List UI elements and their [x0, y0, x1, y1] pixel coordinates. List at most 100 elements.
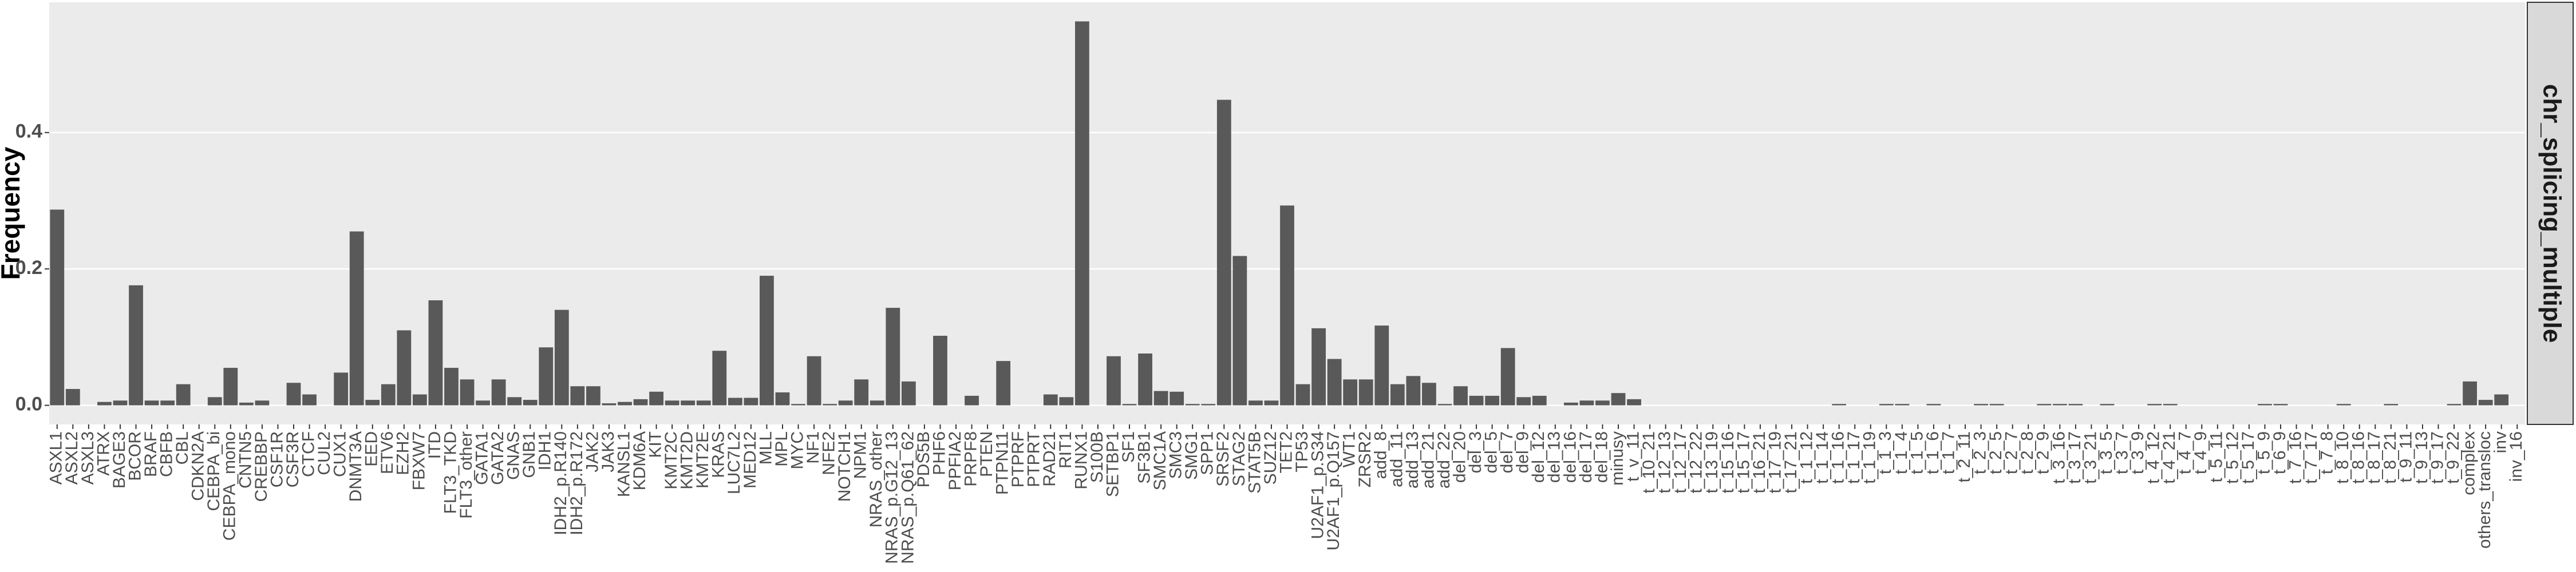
x-tick-label: NRAS_p.Q61_62 — [898, 431, 917, 564]
x-tick-label: JAK2 — [583, 431, 602, 472]
x-tick-label: KMT2E — [693, 431, 712, 488]
bar — [649, 391, 663, 406]
y-tick-label: 0.4 — [15, 121, 42, 142]
bar — [1485, 395, 1500, 406]
bar — [1280, 205, 1294, 406]
bar — [823, 404, 837, 406]
x-tick-label: PTEN — [977, 431, 996, 477]
bar — [854, 379, 869, 406]
x-tick-label: t_1_5 — [1907, 431, 1926, 474]
x-tick-label: CNTN5 — [236, 431, 255, 488]
bar — [2384, 404, 2399, 406]
x-tick-label: CTCF — [299, 431, 318, 477]
x-tick-label: TP53 — [1293, 431, 1311, 472]
x-tick-label: SF1 — [1119, 431, 1138, 463]
x-tick-label: t_1_16 — [1829, 431, 1848, 484]
x-tick-label: t_5_12 — [2223, 431, 2242, 484]
x-tick-label: t_7_17 — [2302, 431, 2321, 484]
x-tick-label: GATA1 — [472, 431, 491, 485]
x-tick-label: IDH2_p.R172 — [567, 431, 586, 535]
x-tick-label: del_16 — [1560, 431, 1579, 483]
x-tick-label: FBXW7 — [409, 431, 428, 490]
x-tick-label: RUNX1 — [1072, 431, 1091, 490]
x-tick-label: IDH2_p.R140 — [551, 431, 570, 535]
bar — [507, 397, 522, 406]
bar — [302, 394, 317, 406]
x-tick-label: ATRX — [94, 431, 113, 476]
x-tick-label: CUX1 — [331, 431, 350, 477]
bar — [349, 231, 364, 406]
x-tick-label: NRAS_p.G12_13 — [883, 431, 902, 564]
x-tick-label: ETV6 — [378, 431, 397, 474]
x-tick-label: NF1 — [804, 431, 823, 464]
x-tick-label: CBL — [173, 431, 192, 464]
x-tick-label: t_3_21 — [2081, 431, 2100, 484]
x-tick-label: GATA2 — [488, 431, 507, 485]
bar — [1974, 404, 1988, 406]
x-tick-label: U2AF1_p.Q157 — [1324, 431, 1343, 550]
x-tick-label: t_9_11 — [2396, 431, 2415, 483]
bar — [618, 402, 632, 406]
bar — [1185, 404, 1200, 406]
bar — [97, 402, 112, 406]
bar — [1563, 402, 1578, 406]
bar — [775, 392, 790, 406]
bar — [2100, 404, 2115, 406]
bar — [1249, 400, 1263, 406]
bar — [523, 400, 538, 406]
x-tick-label: MYC — [788, 431, 807, 470]
bar — [129, 285, 143, 406]
bar — [239, 402, 254, 406]
bar — [933, 336, 947, 406]
x-tick-label: add_22 — [1435, 431, 1453, 488]
x-tick-label: add_8 — [1372, 431, 1390, 479]
x-tick-label: t_2_5 — [1986, 431, 2005, 474]
x-tick-label: PPFIA2 — [946, 431, 965, 490]
x-tick-label: GNAS — [504, 431, 523, 480]
bar — [334, 372, 349, 406]
x-tick-label: t_1_6 — [1923, 431, 1942, 474]
x-tick-label: t_2_9 — [2034, 431, 2053, 474]
facet-strip — [2527, 2, 2574, 425]
x-tick-label: t_12_22 — [1687, 431, 1706, 493]
x-tick-label: SF3B1 — [1135, 431, 1153, 484]
bar — [539, 347, 554, 406]
x-tick-label: del_5 — [1482, 431, 1501, 473]
x-tick-label: SMC1A — [1151, 431, 1170, 490]
bar — [807, 356, 821, 406]
x-tick-label: LUC7L2 — [725, 431, 744, 494]
x-tick-label: PTPN11 — [993, 431, 1012, 495]
x-tick-label: t_7_16 — [2286, 431, 2305, 484]
x-tick-label: CSF3R — [283, 431, 302, 487]
x-tick-label: ASXL3 — [78, 431, 97, 484]
x-tick-label: PDS5B — [914, 431, 933, 487]
bar — [712, 351, 727, 406]
bar — [1500, 348, 1515, 406]
bar — [65, 389, 80, 406]
x-tick-label: t_12_13 — [1656, 431, 1674, 493]
bar — [113, 400, 128, 406]
x-tick-label: MLL — [756, 431, 775, 464]
x-tick-label: EED — [362, 431, 381, 467]
x-tick-label: t_9_13 — [2412, 431, 2431, 484]
x-tick-label: MED12 — [741, 431, 760, 488]
bar — [491, 379, 506, 406]
bar — [728, 398, 742, 406]
x-tick-label: NFE2 — [820, 431, 839, 475]
bar — [144, 400, 159, 406]
bar — [1437, 404, 1452, 406]
bar — [1390, 384, 1405, 406]
x-tick-label: CUL2 — [315, 431, 334, 475]
x-tick-label: WT1 — [1340, 431, 1359, 467]
bar — [1153, 391, 1168, 406]
x-tick-label: t_17_19 — [1765, 431, 1784, 493]
x-tick-label: KANSL1 — [614, 431, 633, 497]
x-tick-label: CDKN2A — [189, 431, 208, 501]
x-tick-label: CBFB — [157, 431, 176, 477]
bar — [570, 386, 585, 406]
x-tick-label: t_15_16 — [1718, 431, 1737, 493]
bar — [760, 276, 774, 406]
x-tick-label: SRSF2 — [1214, 431, 1232, 487]
x-tick-label: FLT3_TKD — [441, 431, 460, 514]
bar — [1469, 395, 1484, 406]
